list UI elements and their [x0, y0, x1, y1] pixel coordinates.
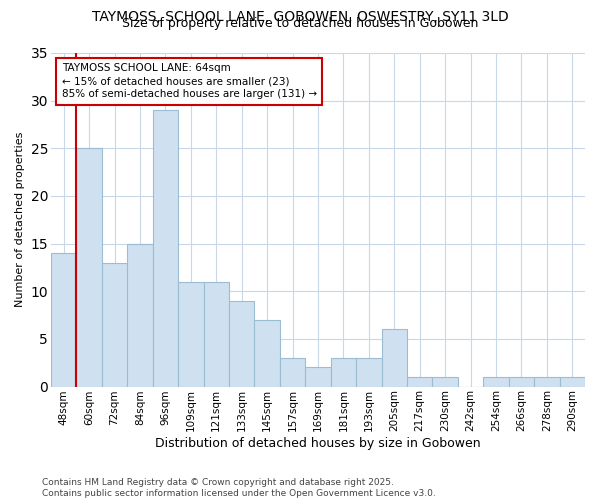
Bar	[534, 377, 560, 386]
Y-axis label: Number of detached properties: Number of detached properties	[15, 132, 25, 308]
Bar	[178, 282, 203, 387]
Bar	[509, 377, 534, 386]
Bar	[356, 358, 382, 386]
Bar	[560, 377, 585, 386]
Bar	[229, 301, 254, 386]
Bar	[280, 358, 305, 386]
Bar	[203, 282, 229, 387]
Bar	[254, 320, 280, 386]
Bar	[483, 377, 509, 386]
Bar	[382, 330, 407, 386]
Bar	[305, 368, 331, 386]
Bar	[152, 110, 178, 386]
Bar	[76, 148, 102, 386]
Bar	[407, 377, 433, 386]
X-axis label: Distribution of detached houses by size in Gobowen: Distribution of detached houses by size …	[155, 437, 481, 450]
Text: Size of property relative to detached houses in Gobowen: Size of property relative to detached ho…	[122, 18, 478, 30]
Bar	[331, 358, 356, 386]
Text: TAYMOSS, SCHOOL LANE, GOBOWEN, OSWESTRY, SY11 3LD: TAYMOSS, SCHOOL LANE, GOBOWEN, OSWESTRY,…	[92, 10, 508, 24]
Text: Contains HM Land Registry data © Crown copyright and database right 2025.
Contai: Contains HM Land Registry data © Crown c…	[42, 478, 436, 498]
Bar	[51, 253, 76, 386]
Text: TAYMOSS SCHOOL LANE: 64sqm
← 15% of detached houses are smaller (23)
85% of semi: TAYMOSS SCHOOL LANE: 64sqm ← 15% of deta…	[62, 63, 317, 100]
Bar	[102, 262, 127, 386]
Bar	[127, 244, 152, 386]
Bar	[433, 377, 458, 386]
